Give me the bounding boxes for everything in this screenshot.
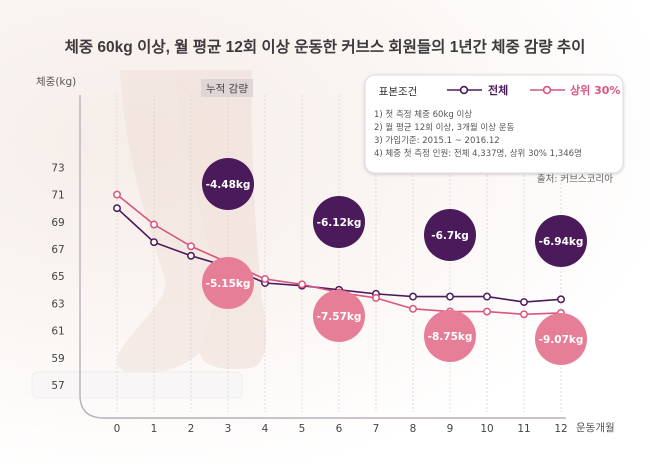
data-point-all [187, 251, 195, 260]
data-point-top30 [150, 220, 158, 229]
x-tick-label: 3 [225, 423, 232, 435]
axes: 체중(kg) 운동개월 [36, 76, 615, 434]
x-tick-label: 9 [447, 423, 454, 435]
x-tick-label: 6 [336, 423, 343, 435]
data-point-all [409, 292, 417, 301]
condition-line-1: 1) 첫 측정 체중 60kg 이상 [374, 109, 472, 120]
data-point-top30 [298, 280, 306, 289]
x-tick-label: 5 [299, 423, 306, 435]
loss-label-all: -6.94kg [539, 236, 584, 248]
loss-bubble-all [535, 215, 587, 267]
loss-bubbles: -4.48kg -5.15kg -6.12kg -7.57kg -6.7kg -8.75k… [202, 158, 587, 365]
y-tick-label: 71 [51, 190, 64, 202]
data-point-top30 [372, 294, 380, 302]
loss-label-top30: -8.75kg [428, 331, 473, 343]
loss-label-top30: -7.57kg [317, 311, 362, 323]
loss-bubble-all [202, 158, 254, 210]
x-axis-label: 운동개월 [576, 422, 615, 434]
source-note: 출처: 커브스코리아 [537, 173, 613, 185]
loss-label-all: -6.7kg [431, 230, 468, 242]
condition-line-2: 2) 월 평균 12회 이상, 3개월 이상 운동 [374, 122, 515, 133]
x-tick-label: 2 [188, 423, 195, 435]
data-point-top30 [113, 190, 121, 199]
loss-bubble-all [424, 209, 476, 261]
cumulative-label-tag: 누적 감량 [201, 79, 253, 97]
background-illustration [31, 70, 267, 399]
loss-label-all: -4.48kg [206, 179, 251, 191]
data-point-all [483, 292, 491, 301]
data-point-top30 [483, 307, 491, 316]
y-tick-label: 73 [51, 162, 64, 174]
data-point-top30 [187, 242, 195, 251]
x-tick-label: 4 [262, 423, 269, 435]
legend-item-all: 전체 [447, 83, 508, 97]
y-axis-line [79, 95, 566, 419]
legend-label-top30: 상위 30% [570, 83, 620, 97]
condition-line-3: 3) 가입기준: 2015.1 ~ 2016.12 [374, 136, 500, 146]
legend-box: 표본조건 전체 상위 30% 1) 첫 측정 체중 60kg 이상 2) 월 평… [364, 74, 624, 174]
x-tick-label: 1 [151, 423, 158, 435]
y-tick-label: 57 [51, 380, 64, 392]
loss-bubble-top30 [424, 310, 476, 362]
loss-bubble-top30 [202, 257, 254, 309]
data-point-all [446, 292, 454, 301]
data-point-top30 [520, 310, 528, 319]
y-tick-label: 61 [51, 326, 64, 338]
x-tick-label: 7 [373, 423, 380, 435]
x-tick-label: 8 [410, 423, 417, 435]
data-point-top30 [409, 304, 417, 313]
loss-bubble-all [313, 196, 365, 248]
loss-label-all: -6.12kg [317, 217, 362, 229]
x-tick-label: 10 [480, 423, 493, 435]
legend-item-top30: 상위 30% [530, 83, 620, 97]
x-tick-label: 12 [554, 423, 567, 435]
y-tick-label: 59 [51, 353, 64, 365]
data-point-all [520, 298, 528, 306]
y-tick-label: 67 [51, 244, 64, 256]
loss-bubble-top30 [313, 290, 365, 342]
legend-label-all: 전체 [488, 83, 508, 97]
y-tick-label: 65 [51, 271, 64, 283]
y-axis-label: 체중(kg) [36, 76, 76, 88]
loss-label-top30: -5.15kg [206, 278, 251, 290]
data-point-all [113, 204, 121, 213]
loss-bubble-top30 [535, 313, 587, 365]
sample-conditions-title: 표본조건 [379, 86, 418, 98]
chart-title: 체중 60kg 이상, 월 평균 12회 이상 운동한 커브스 회원들의 1년간… [65, 37, 586, 56]
cumulative-label: 누적 감량 [206, 83, 248, 95]
data-point-all [557, 295, 565, 304]
y-tick-label: 63 [51, 298, 64, 310]
data-point-top30 [261, 274, 269, 283]
data-point-all [150, 238, 158, 247]
y-tick-label: 69 [51, 217, 64, 229]
condition-line-4: 4) 체중 첫 측정 인원: 전체 4,337명, 상위 30% 1,346명 [374, 148, 582, 159]
x-tick-label: 0 [114, 423, 121, 435]
x-tick-label: 11 [517, 423, 530, 435]
loss-label-top30: -9.07kg [539, 334, 584, 346]
